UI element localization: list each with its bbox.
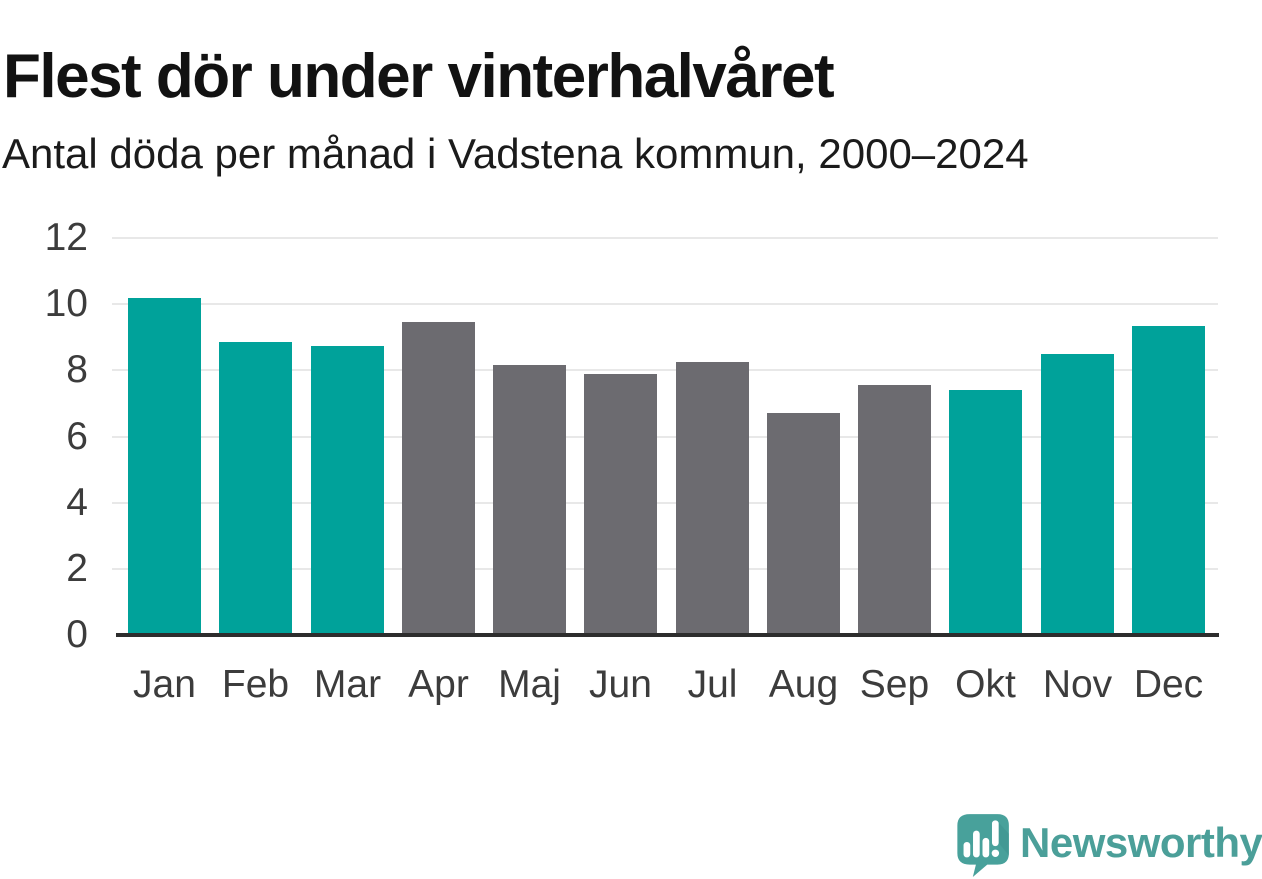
bar-dec [1132, 326, 1205, 635]
newsworthy-logo-icon [957, 814, 1009, 877]
y-axis-label-0: 0 [66, 613, 88, 656]
gridline-y-8 [112, 369, 1218, 371]
y-axis-label-2: 2 [66, 547, 88, 590]
x-axis-label-mar: Mar [313, 663, 382, 706]
bar-jul [676, 362, 749, 635]
gridline-y-10 [112, 303, 1218, 305]
x-axis-label-aug: Aug [768, 663, 839, 706]
bar-apr [402, 322, 475, 635]
gridline-y-2 [112, 568, 1218, 570]
bar-aug [767, 413, 840, 635]
bar-sep [858, 385, 931, 635]
x-axis-label-apr: Apr [408, 663, 469, 706]
bar-feb [219, 342, 292, 635]
gridline-y-4 [112, 502, 1218, 504]
y-axis-label-12: 12 [44, 216, 88, 259]
bar-nov [1041, 354, 1114, 635]
y-axis-label-8: 8 [66, 348, 88, 391]
newsworthy-logo: Newsworthy [946, 809, 1262, 877]
bar-okt [949, 390, 1022, 635]
x-axis-label-feb: Feb [221, 663, 290, 706]
x-axis-label-maj: Maj [498, 663, 561, 706]
x-axis-label-dec: Dec [1133, 663, 1204, 706]
gridline-y-12 [112, 237, 1218, 239]
y-axis-label-6: 6 [66, 415, 88, 458]
x-axis-label-nov: Nov [1042, 663, 1113, 706]
chart-subtitle: Antal döda per månad i Vadstena kommun, … [2, 130, 1029, 177]
y-axis-label-4: 4 [66, 481, 88, 524]
y-axis-label-10: 10 [44, 282, 88, 325]
x-axis-label-okt: Okt [955, 663, 1016, 706]
x-axis-label-jan: Jan [133, 663, 196, 706]
chart-title: Flest dör under vinterhalvåret [3, 41, 835, 111]
gridline-y-6 [112, 436, 1218, 438]
bar-jan [128, 298, 201, 635]
x-axis-label-jul: Jul [687, 663, 738, 706]
x-axis-line [116, 633, 1219, 637]
bar-mar [311, 346, 384, 635]
x-axis-label-jun: Jun [589, 663, 652, 706]
bar-jun [584, 374, 657, 635]
x-axis-label-sep: Sep [859, 663, 930, 706]
newsworthy-wordmark: Newsworthy [1020, 819, 1262, 866]
bar-maj [493, 365, 566, 635]
